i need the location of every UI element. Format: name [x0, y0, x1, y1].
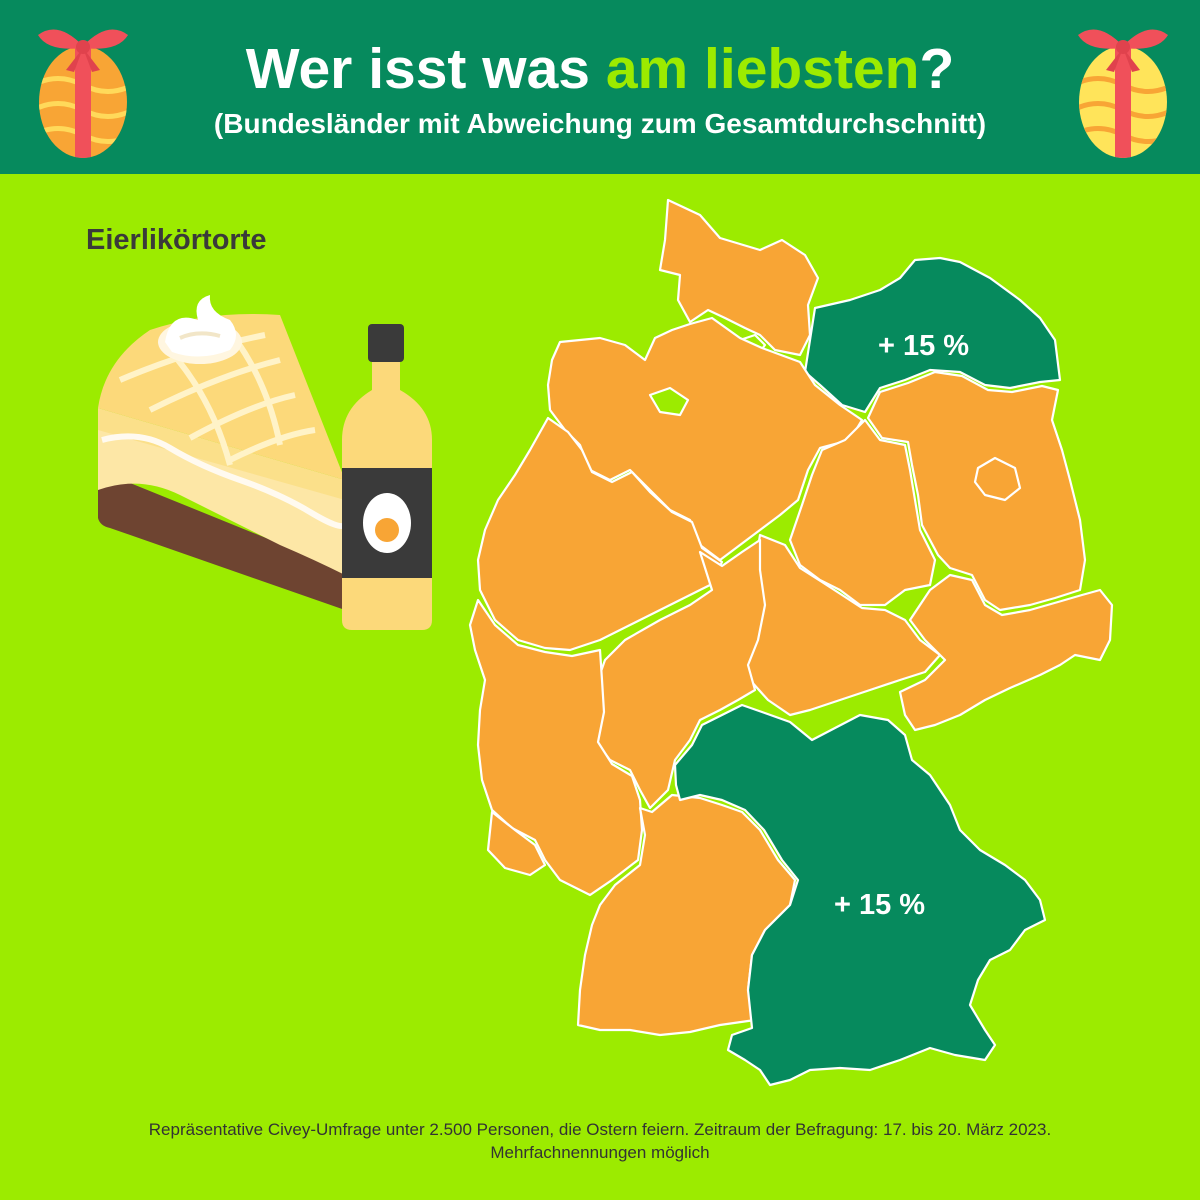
footer-line-2: Mehrfachnennungen möglich: [490, 1143, 710, 1162]
easter-egg-icon: [38, 29, 128, 158]
cake-illustration: [98, 295, 432, 630]
state-sachsen: [898, 573, 1114, 732]
easter-egg-icon: [1078, 29, 1168, 158]
liqueur-bottle-icon: [342, 324, 432, 630]
footer-note: Repräsentative Civey-Umfrage unter 2.500…: [0, 1118, 1200, 1164]
state-rheinland-pfalz: [468, 598, 644, 897]
state-bayern[interactable]: [673, 703, 1047, 1087]
header-banner: [0, 0, 1200, 174]
category-label: Eierlikörtorte: [86, 224, 267, 256]
page-title: Wer isst was am liebsten?: [245, 37, 955, 101]
state-nordrhein-westfalen: [476, 416, 724, 652]
page-subtitle: (Bundesländer mit Abweichung zum Gesamtd…: [213, 108, 987, 139]
state-sachsen-anhalt: [788, 418, 937, 607]
state-baden-wuerttemberg: [576, 793, 797, 1037]
value-label-mecklenburg-vorpommern: + 15 %: [878, 330, 970, 362]
value-label-bayern: + 15 %: [834, 889, 926, 921]
state-hessen: [593, 538, 767, 810]
state-brandenburg: [866, 370, 1087, 612]
state-berlin: [973, 456, 1022, 502]
state-mecklenburg-vorpommern[interactable]: [803, 256, 1062, 414]
state-schleswig-holstein: [658, 198, 820, 357]
state-saarland: [486, 810, 547, 877]
cake-slice-icon: [98, 295, 348, 610]
state-bremen: [648, 386, 690, 417]
footer-line-1: Repräsentative Civey-Umfrage unter 2.500…: [148, 1120, 1052, 1139]
